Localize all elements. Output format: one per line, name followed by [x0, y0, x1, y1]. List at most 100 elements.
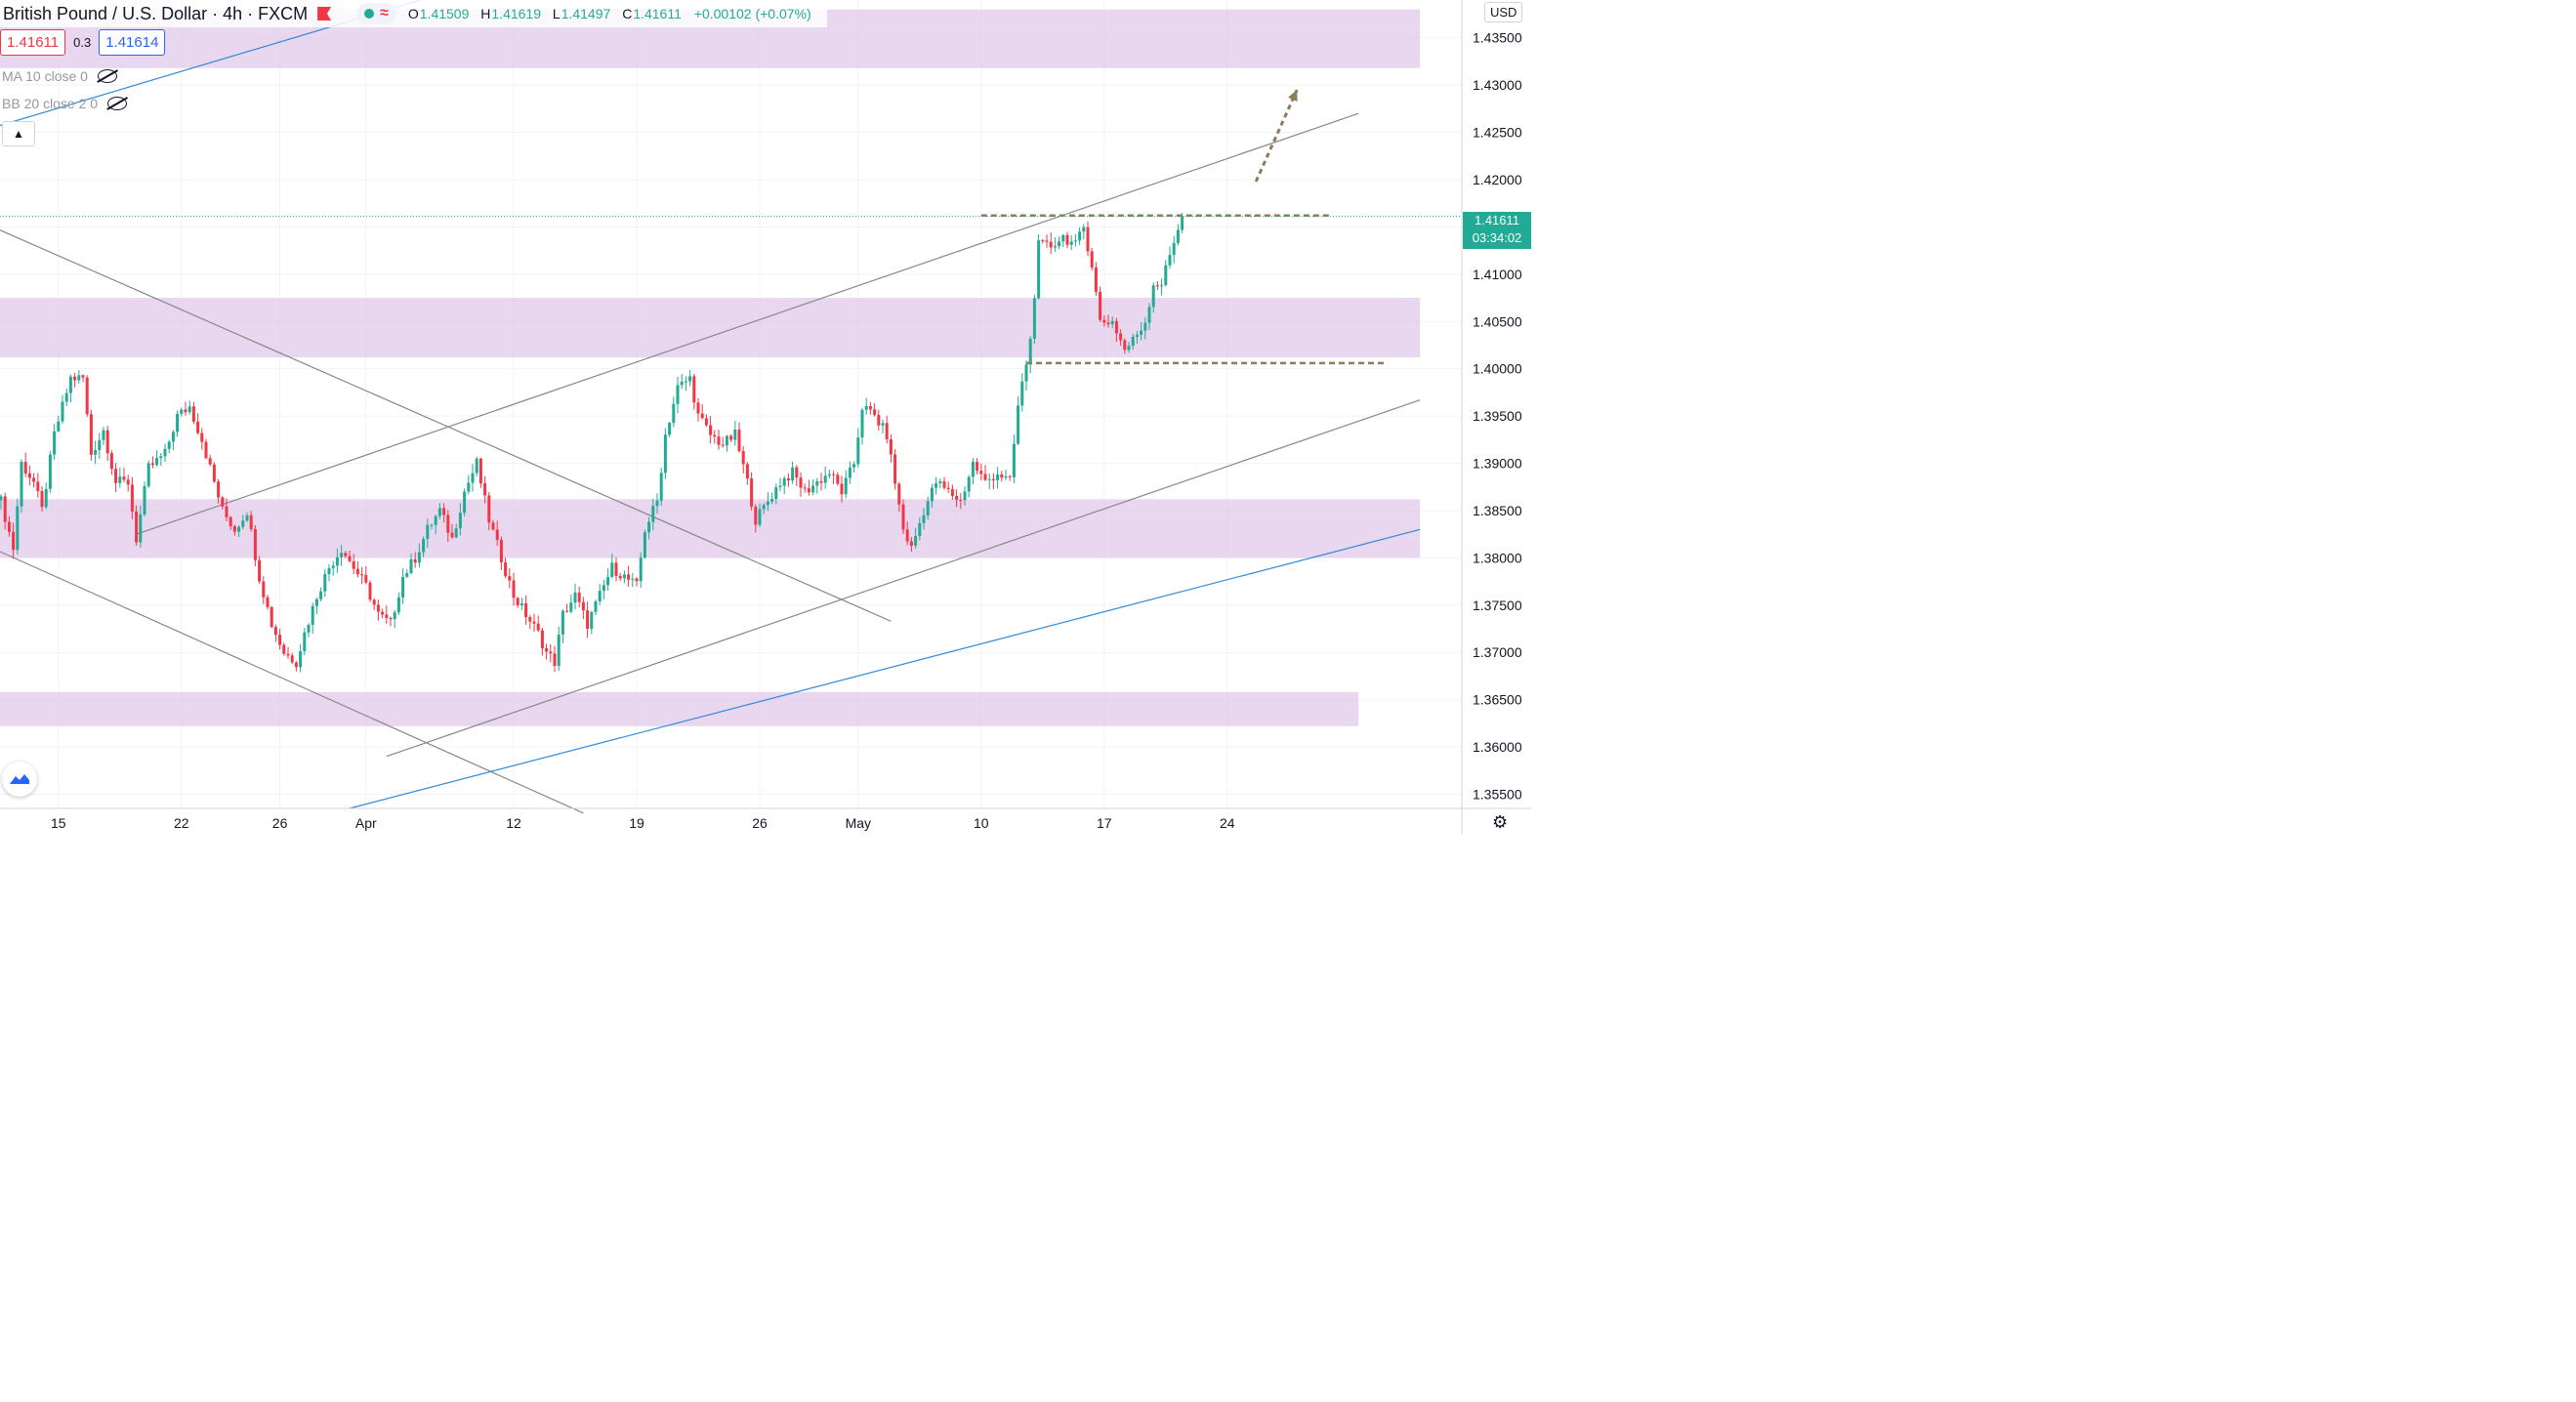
candle: [437, 508, 441, 516]
candle: [741, 451, 745, 465]
eye-hidden-icon[interactable]: [97, 69, 117, 83]
candle: [909, 541, 913, 546]
candle: [171, 432, 175, 442]
candle: [85, 377, 89, 415]
flag-icon[interactable]: [317, 7, 332, 21]
last-price-label: 1.41611 03:34:02: [1463, 212, 1531, 249]
candle: [426, 524, 430, 540]
candle: [557, 635, 561, 667]
candle: [864, 405, 868, 410]
candle: [360, 574, 364, 576]
chart-legend: British Pound / U.S. Dollar · 4h · FXCM …: [0, 0, 827, 27]
candle: [1000, 474, 1004, 478]
candle: [696, 402, 700, 414]
candle: [914, 536, 918, 546]
price-chart[interactable]: 1.435001.430001.425001.420001.415001.410…: [0, 0, 1531, 834]
candle: [122, 476, 126, 480]
eye-hidden-icon[interactable]: [107, 97, 128, 110]
candle: [1102, 319, 1106, 323]
candle: [840, 483, 844, 495]
candle: [200, 433, 204, 442]
candle: [823, 475, 827, 483]
buy-button[interactable]: 1.41614: [99, 29, 166, 56]
candle: [1024, 364, 1028, 382]
candle: [967, 476, 971, 492]
candle: [848, 467, 852, 478]
currency-button[interactable]: USD: [1484, 2, 1523, 22]
candle: [311, 605, 314, 625]
candle: [266, 597, 270, 607]
chevron-up-icon[interactable]: ▲: [2, 121, 35, 146]
sell-button[interactable]: 1.41611: [0, 29, 66, 56]
candle: [135, 511, 139, 543]
candle: [1127, 346, 1131, 350]
candle: [282, 644, 286, 654]
candle: [786, 477, 790, 481]
candle: [721, 444, 725, 446]
candle: [61, 401, 64, 422]
candle: [208, 458, 212, 465]
candle: [389, 618, 393, 620]
candle: [40, 490, 44, 508]
candle: [487, 495, 491, 523]
candle: [754, 507, 758, 525]
candle: [286, 653, 290, 656]
candle: [159, 456, 163, 458]
zone: [0, 691, 1359, 726]
price-tick-label: 1.35500: [1473, 786, 1522, 802]
candle: [860, 409, 864, 438]
time-tick-label: 22: [174, 815, 189, 831]
candle: [73, 376, 77, 381]
candle: [553, 653, 557, 667]
candle: [434, 515, 437, 525]
candle: [467, 482, 471, 492]
candle: [204, 441, 208, 459]
candle: [331, 565, 335, 568]
candle: [16, 506, 20, 551]
candle: [68, 376, 72, 393]
candle: [27, 473, 31, 478]
time-tick-label: 26: [272, 815, 288, 831]
candle: [1155, 285, 1159, 287]
candle: [762, 505, 766, 510]
candle: [672, 403, 676, 424]
zone: [0, 499, 1421, 558]
trendline: [136, 112, 1359, 535]
market-status-pill[interactable]: ≈: [356, 3, 396, 24]
candle: [12, 531, 16, 551]
candle: [815, 480, 819, 486]
price-tick-label: 1.43500: [1473, 30, 1522, 46]
candle: [491, 522, 495, 530]
indicator-ma[interactable]: MA 10 close 0: [2, 68, 117, 84]
symbol-title[interactable]: British Pound / U.S. Dollar · 4h · FXCM: [3, 3, 309, 23]
trendline: [0, 229, 892, 622]
candle: [1008, 475, 1012, 477]
candle: [344, 553, 348, 557]
indicator-bb[interactable]: BB 20 close 2 0: [2, 96, 128, 111]
candle: [971, 462, 975, 477]
candle: [225, 506, 229, 517]
trade-buttons: 1.41611 0.3 1.41614: [0, 29, 166, 56]
ohlc-values: O1.41509 H1.41619 L1.41497 C1.41611 +0.0…: [407, 6, 811, 21]
candle: [594, 600, 598, 612]
candle: [1090, 251, 1094, 268]
candle: [750, 478, 754, 508]
candle: [258, 559, 262, 582]
candle: [688, 376, 692, 382]
candle: [273, 627, 277, 636]
candle: [770, 499, 774, 502]
candle: [454, 528, 458, 538]
candle: [1181, 216, 1184, 230]
candle: [893, 454, 897, 484]
candle: [704, 418, 708, 426]
candle: [590, 611, 594, 630]
candle: [53, 431, 57, 455]
candle: [532, 621, 536, 624]
candle: [614, 562, 618, 576]
candle: [622, 574, 626, 579]
settings-icon[interactable]: ⚙: [1492, 812, 1509, 832]
candle: [1099, 291, 1102, 320]
candle: [118, 476, 122, 483]
tradingview-logo-icon[interactable]: [2, 762, 37, 797]
candle: [1147, 307, 1151, 323]
